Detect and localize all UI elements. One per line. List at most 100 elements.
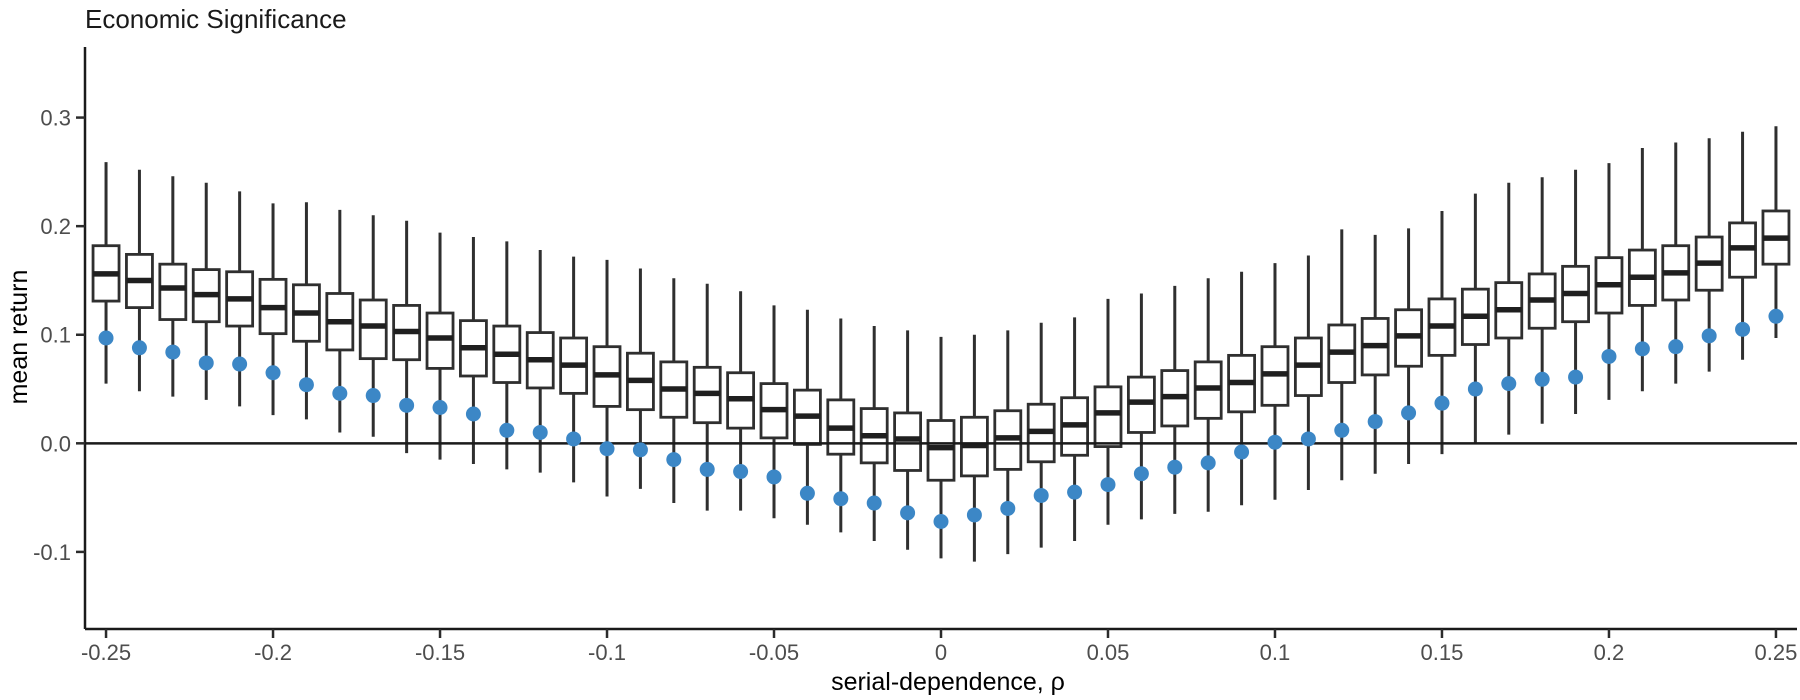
data-dot: [1668, 339, 1684, 355]
y-tick-label: 0.3: [40, 106, 71, 131]
boxplot: [1360, 234, 1390, 474]
data-dot: [332, 385, 348, 401]
data-dot: [532, 424, 548, 440]
boxplot: [1227, 271, 1256, 506]
data-dot: [165, 344, 181, 360]
data-dot: [465, 406, 481, 422]
x-tick-label: 0.1: [1260, 640, 1291, 665]
data-dot: [666, 452, 682, 468]
boxplot: [292, 202, 321, 420]
boxplot: [592, 259, 622, 497]
data-dot: [1267, 434, 1283, 450]
boxplot: [1594, 163, 1624, 400]
data-dot: [131, 340, 147, 356]
boxplot: [926, 336, 956, 559]
data-dot: [1133, 466, 1149, 482]
data-dot: [399, 397, 415, 413]
boxplot: [993, 330, 1023, 555]
boxplot: [1494, 182, 1524, 435]
boxplot: [158, 176, 188, 397]
boxplot: [492, 241, 522, 470]
data-dot: [900, 505, 916, 521]
boxplot: [1193, 278, 1223, 512]
data-dot: [432, 399, 448, 415]
data-dot: [833, 491, 849, 507]
data-dot: [966, 507, 982, 523]
x-tick-label: -0.2: [254, 640, 292, 665]
y-tick-label: -0.1: [33, 540, 71, 565]
data-dot: [1300, 431, 1316, 447]
boxplot: [1527, 177, 1557, 424]
data-dot: [1234, 444, 1250, 460]
x-tick-label: -0.25: [81, 640, 131, 665]
boxplot: [1761, 126, 1791, 338]
boxplot: [1160, 285, 1190, 514]
data-dot: [298, 377, 314, 393]
boxplot: [1026, 322, 1056, 548]
boxplot: [1460, 193, 1490, 444]
data-dot: [1033, 487, 1049, 503]
boxplot: [1728, 131, 1757, 360]
boxplot: [1260, 263, 1290, 500]
data-dot: [1167, 459, 1183, 475]
data-dot: [566, 431, 582, 447]
data-dot: [1634, 341, 1650, 357]
boxplot: [225, 191, 255, 407]
y-tick-label: 0.0: [40, 431, 71, 456]
data-dot: [499, 422, 515, 438]
data-dot: [1701, 328, 1717, 344]
x-tick-label: 0.15: [1421, 640, 1464, 665]
x-tick-label: -0.05: [749, 640, 799, 665]
data-dot: [933, 514, 949, 530]
boxplot: [459, 237, 488, 464]
data-dot: [198, 355, 214, 371]
data-dot: [1501, 376, 1517, 392]
boxplot-series: [91, 126, 1791, 562]
data-dot: [733, 464, 749, 480]
data-dot: [766, 469, 782, 485]
boxplot: [692, 283, 722, 511]
x-tick-label: 0.05: [1087, 640, 1130, 665]
boxplot: [258, 203, 288, 416]
boxplot: [125, 169, 154, 392]
data-dot: [1100, 477, 1116, 493]
axes: 0.3 0.2 0.1 0.0 -0.1 -0.25 -0.2 -0.15 -0.1 -0.05 0…: [33, 47, 1797, 665]
chart-title: Economic Significance: [85, 4, 347, 34]
y-tick-label: 0.1: [40, 323, 71, 348]
boxplot: [1327, 229, 1357, 481]
boxplot: [91, 162, 121, 384]
data-dot: [866, 495, 882, 511]
boxplot: [1126, 293, 1156, 520]
boxplot: [1661, 142, 1691, 384]
data-dot: [1735, 321, 1751, 337]
boxplot: [659, 278, 689, 504]
data-dot: [265, 365, 281, 381]
boxplot: [358, 215, 388, 437]
data-dot: [365, 388, 381, 404]
data-dot: [232, 356, 248, 372]
data-dot: [1768, 308, 1784, 324]
data-dot: [1200, 455, 1216, 471]
data-dot: [1367, 414, 1383, 430]
data-dot: [1568, 369, 1584, 385]
x-axis-title: serial-dependence, ρ: [831, 668, 1065, 696]
boxplot: [1060, 317, 1089, 542]
data-dot: [1334, 422, 1350, 438]
data-dot: [699, 461, 715, 477]
boxplot: [1427, 210, 1457, 455]
boxplot: [392, 220, 422, 454]
x-tick-label: 0.2: [1594, 640, 1625, 665]
data-dot: [599, 441, 615, 457]
y-tick-label: 0.2: [40, 214, 71, 239]
y-axis-title: mean return: [5, 270, 33, 405]
x-tick-label: 0.25: [1755, 640, 1798, 665]
data-dot: [1000, 500, 1016, 516]
boxplot: [425, 232, 455, 460]
iqr-box: [1093, 385, 1123, 448]
data-dot: [98, 330, 114, 346]
data-dot: [799, 485, 815, 501]
boxplot: [559, 256, 589, 483]
x-tick-label: 0: [935, 640, 947, 665]
